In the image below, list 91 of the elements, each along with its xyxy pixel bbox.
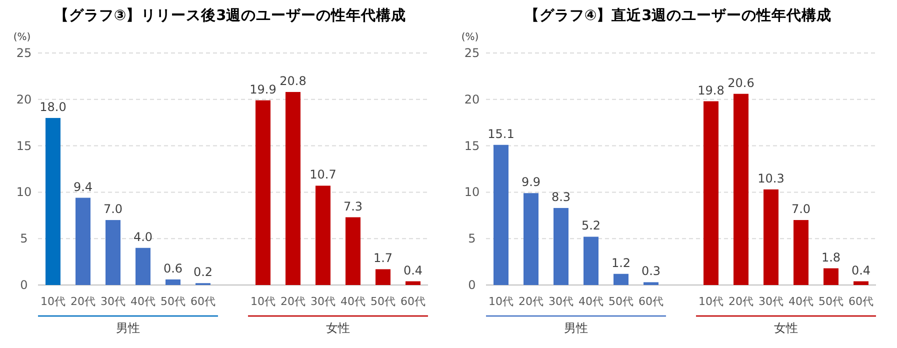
bar [764,189,778,285]
y-tick-label: 5 [20,232,28,246]
bar [614,274,628,285]
bar [166,279,180,285]
y-tick-label: 25 [464,46,480,60]
data-label: 9.4 [73,180,93,194]
data-label: 1.8 [821,250,841,264]
bar [346,217,360,285]
bar [644,282,658,285]
x-tick-label: 50代 [370,295,396,308]
y-tick-label: 25 [16,46,32,60]
bar [256,100,270,285]
data-label: 7.0 [791,202,811,216]
data-label: 20.6 [728,76,754,90]
data-label: 18.0 [40,100,66,114]
text: 女性 [774,321,798,335]
bar [376,269,390,285]
bar [794,220,808,285]
text: 男性 [564,321,588,335]
bar [46,118,60,285]
bar [316,186,330,285]
x-tick-label: 40代 [340,295,366,308]
x-tick-label: 20代 [280,295,306,308]
data-label: 19.9 [250,82,276,96]
x-tick-label: 10代 [488,295,514,308]
data-label: 0.6 [163,261,183,276]
bar [406,281,420,285]
data-label: 0.2 [193,265,213,280]
chart-title: 【グラフ③】リリース後3週のユーザーの性年代構成 [54,7,406,24]
x-tick-label: 30代 [548,295,574,308]
x-tick-label: 10代 [698,295,724,308]
bar [704,101,718,285]
bar [524,193,538,285]
y-tick-label: 20 [16,92,32,106]
bar [824,268,838,285]
data-label: 0.4 [403,263,423,278]
x-tick-label: 50代 [160,295,186,308]
y-tick-label: 0 [20,278,28,292]
x-tick-label: 20代 [728,295,754,308]
x-tick-label: 30代 [758,295,784,308]
x-tick-label: 20代 [70,295,96,308]
x-tick-label: 20代 [518,295,544,308]
bar [584,236,598,285]
y-tick-label: 15 [464,138,480,153]
data-label: 20.8 [280,74,306,88]
data-label: 8.3 [551,190,571,204]
y-axis-title: (%) [13,32,31,43]
bar [286,92,300,285]
bar [136,248,150,285]
bar [106,220,120,285]
data-label: 10.3 [758,171,784,186]
chart-title: 【グラフ④】直近3週のユーザーの性年代構成 [524,7,832,24]
y-tick-label: 0 [468,278,476,292]
x-tick-label: 60代 [848,295,874,308]
data-label: 19.8 [698,83,724,98]
y-tick-label: 5 [468,232,476,246]
data-label: 7.3 [343,199,363,214]
text: 女性 [326,321,350,335]
x-tick-label: 40代 [788,295,814,308]
x-tick-label: 50代 [818,295,844,308]
x-tick-label: 10代 [40,295,66,308]
y-tick-label: 10 [16,185,32,200]
data-label: 4.0 [133,230,153,244]
data-label: 15.1 [488,126,514,141]
data-label: 1.7 [373,251,393,266]
x-tick-label: 30代 [310,295,336,308]
x-tick-label: 30代 [100,295,126,308]
y-axis-title: (%) [461,32,479,43]
y-tick-label: 20 [464,92,480,106]
x-tick-label: 60代 [400,295,426,308]
x-tick-label: 40代 [578,295,604,308]
bar [854,281,868,285]
bar [734,94,748,285]
text: 男性 [116,321,140,335]
data-label: 5.2 [581,218,601,233]
x-tick-label: 40代 [130,295,156,308]
data-label: 9.9 [521,175,541,190]
y-tick-label: 10 [464,185,480,200]
x-tick-label: 50代 [608,295,634,308]
data-label: 0.4 [851,263,871,278]
x-tick-label: 60代 [638,295,664,308]
data-label: 10.7 [310,168,336,182]
y-tick-label: 15 [16,138,32,153]
x-tick-label: 60代 [190,295,216,308]
bar [494,144,508,285]
data-label: 1.2 [611,256,631,270]
bar [76,198,90,285]
data-label: 0.3 [641,264,661,278]
data-label: 7.0 [103,202,123,216]
bar [554,208,568,285]
x-tick-label: 10代 [250,295,276,308]
